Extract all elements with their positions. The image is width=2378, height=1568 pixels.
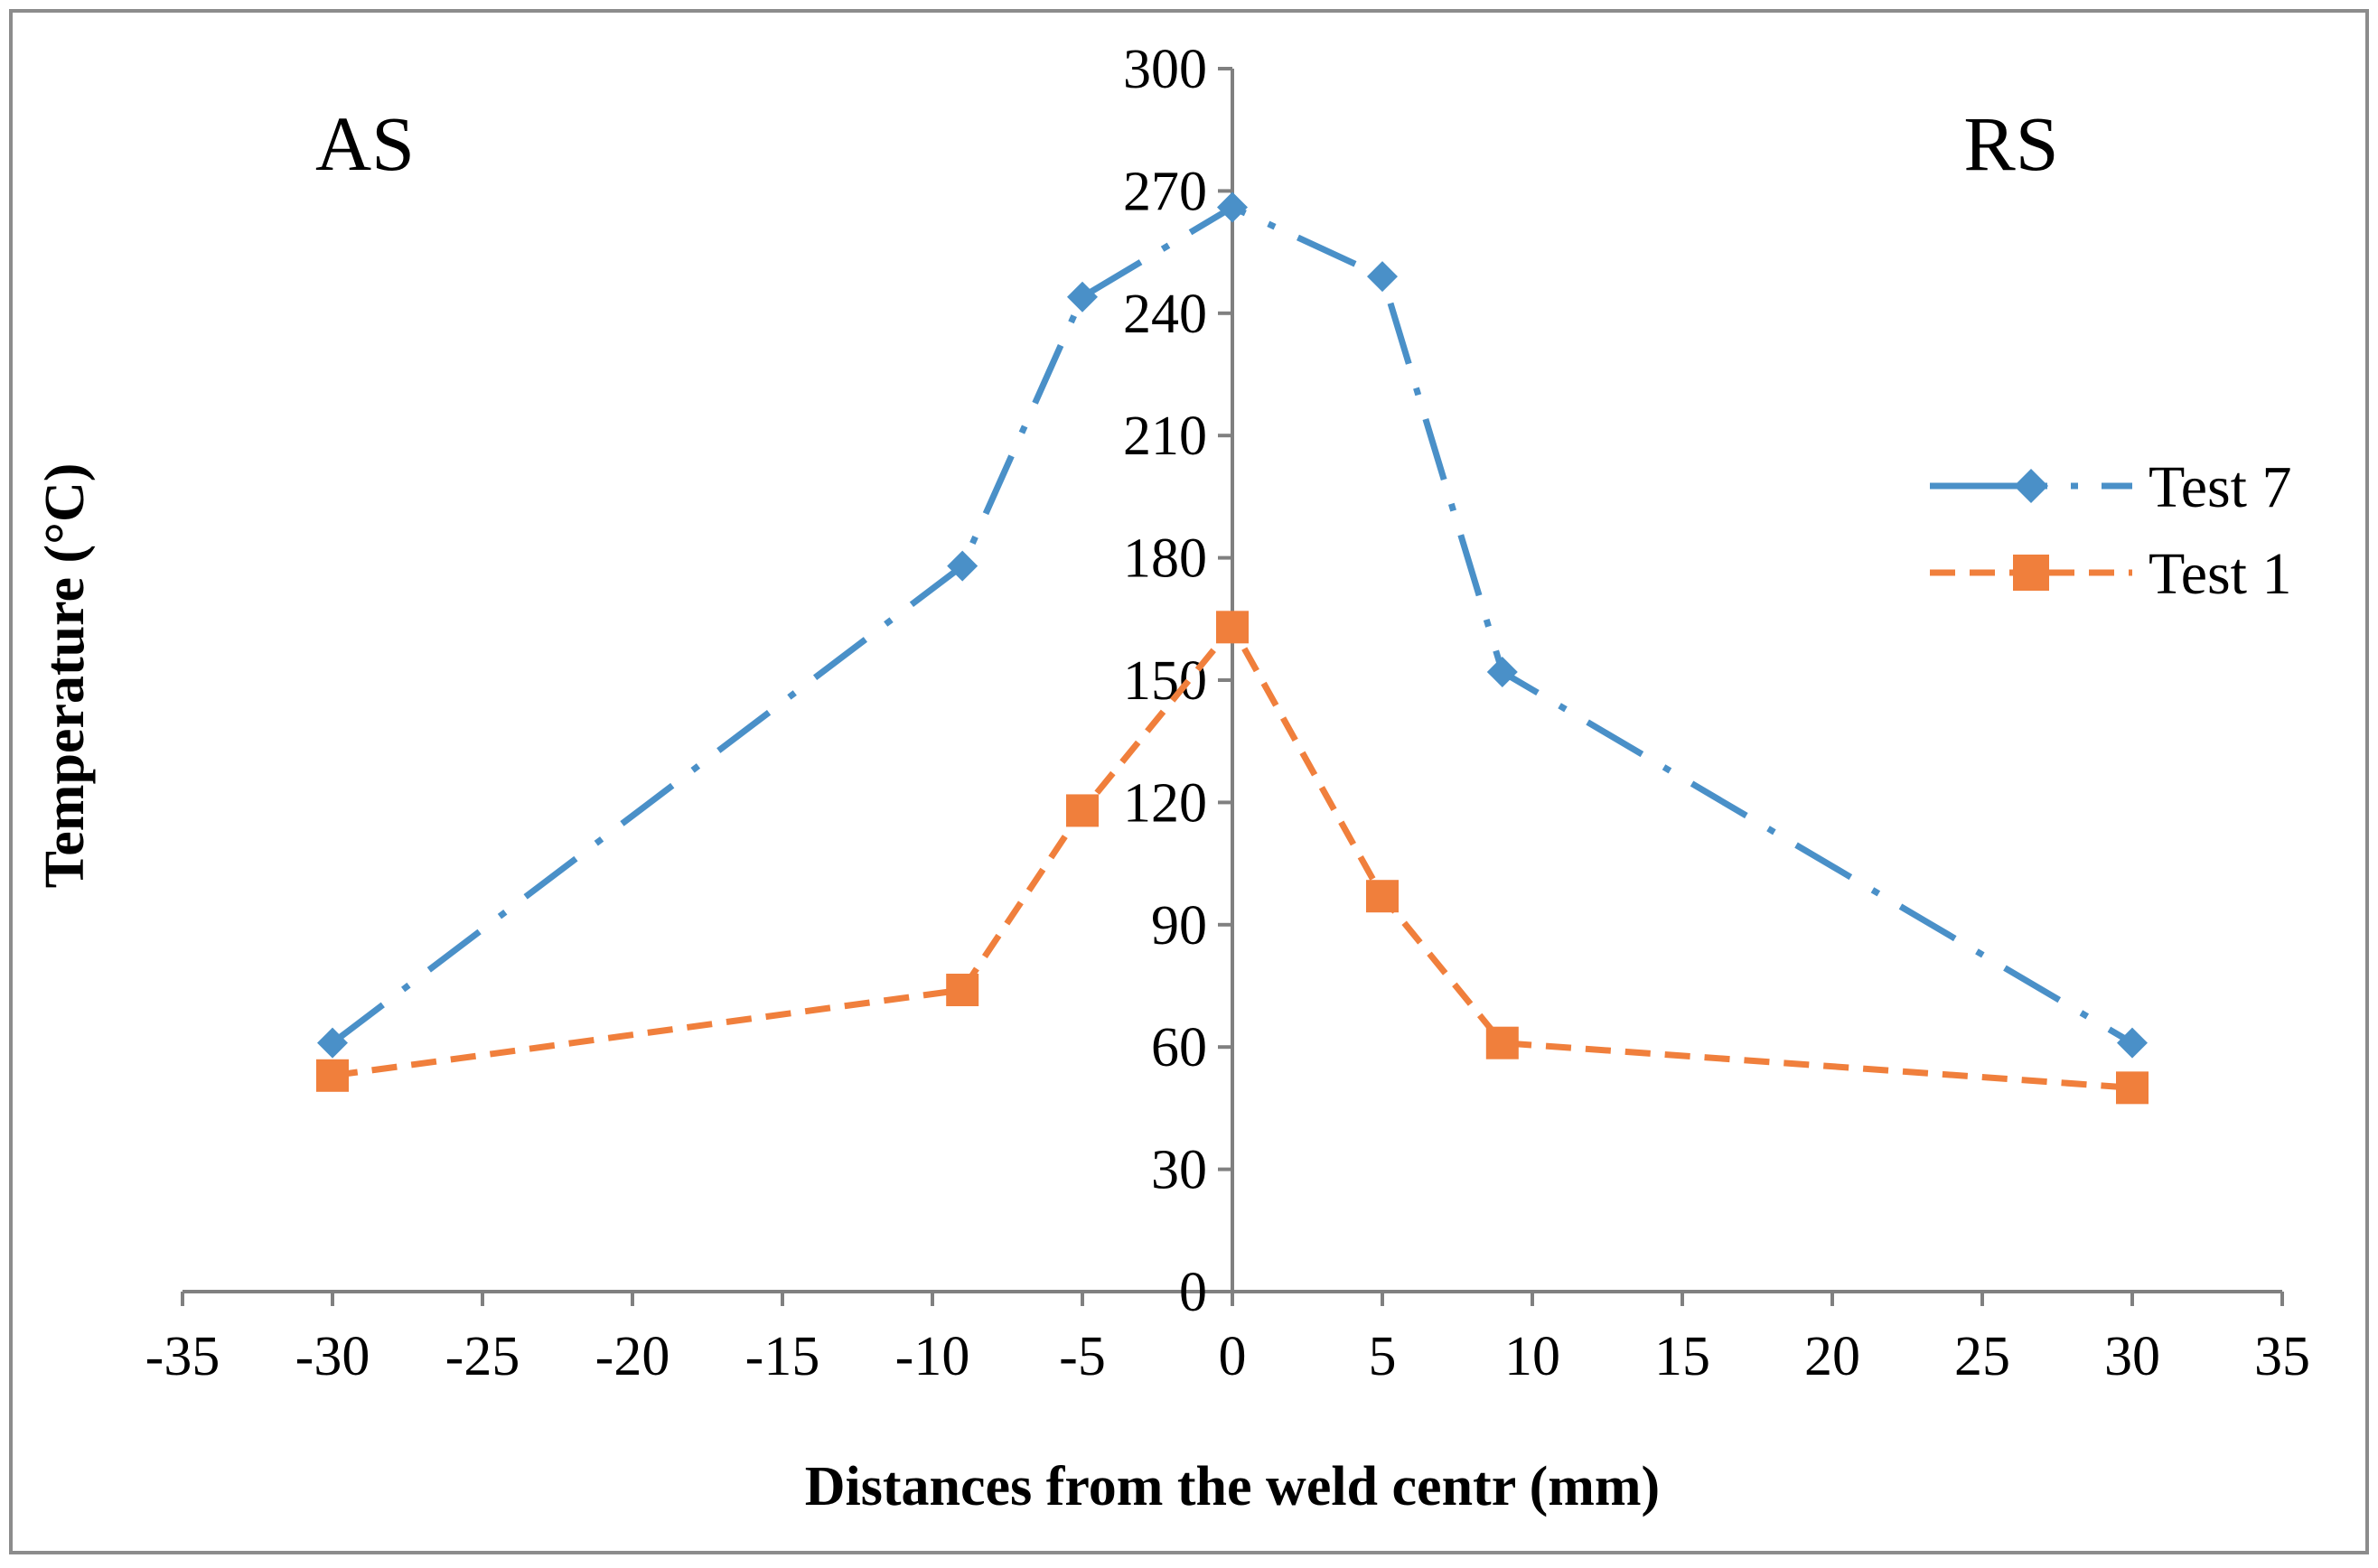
x-tick-label: -25 (445, 1326, 520, 1387)
y-tick-label: 210 (1123, 406, 1207, 467)
x-tick-label: -15 (745, 1326, 820, 1387)
x-tick-label: 25 (1954, 1326, 2010, 1387)
data-point-diamond (317, 1027, 348, 1059)
data-point-square (316, 1059, 349, 1092)
y-tick-label: 270 (1123, 161, 1207, 222)
data-point-diamond (947, 550, 978, 582)
legend-label-test-1: Test 1 (2149, 541, 2292, 607)
x-tick-label: -5 (1059, 1326, 1106, 1387)
legend: Test 7 Test 1 (1930, 454, 2292, 607)
series-test-7 (317, 191, 2148, 1059)
data-point-square (946, 974, 979, 1007)
x-tick-label: -30 (295, 1326, 370, 1387)
y-tick-label: 30 (1151, 1140, 1207, 1201)
x-tick-label: 0 (1219, 1326, 1247, 1387)
legend-label-test-7: Test 7 (2149, 454, 2292, 520)
data-point-diamond (1217, 191, 1248, 223)
y-tick-label: 60 (1151, 1017, 1207, 1078)
y-tick-label: 150 (1123, 650, 1207, 712)
y-axis-title: Temperature (°C) (34, 463, 96, 889)
x-axis-ticks: -35 -30 -25 -20 -15 -10 -5 0 5 10 15 20 25 30 35 (145, 1292, 2310, 1387)
x-tick-label: 30 (2104, 1326, 2160, 1387)
data-point-square (1216, 611, 1249, 644)
y-tick-label: 180 (1123, 528, 1207, 590)
x-tick-label: 20 (1804, 1326, 1860, 1387)
y-tick-label: 240 (1123, 284, 1207, 345)
data-point-square (2013, 555, 2049, 591)
legend-item-test-7: Test 7 (1930, 454, 2292, 520)
data-point-diamond (1486, 656, 1518, 687)
x-tick-label: -20 (595, 1326, 670, 1387)
y-tick-label: 90 (1151, 895, 1207, 957)
data-point-diamond (1367, 261, 1398, 293)
advancing-side-label: AS (315, 100, 415, 187)
data-point-diamond (1067, 281, 1098, 313)
y-tick-label: 0 (1179, 1262, 1207, 1323)
x-tick-label: 15 (1654, 1326, 1710, 1387)
data-point-square (1366, 880, 1399, 913)
x-tick-label: 35 (2254, 1326, 2310, 1387)
x-axis-title: Distances from the weld centr (mm) (805, 1456, 1660, 1517)
y-tick-label: 120 (1123, 772, 1207, 834)
chart-frame (9, 9, 2369, 1554)
x-tick-label: -35 (145, 1326, 220, 1387)
x-tick-label: 5 (1369, 1326, 1397, 1387)
data-point-square (1485, 1026, 1519, 1059)
x-tick-label: 10 (1504, 1326, 1560, 1387)
data-point-diamond (2117, 1027, 2148, 1059)
legend-item-test-1: Test 1 (1930, 541, 2292, 607)
y-axis-ticks: 0 30 60 90 120 150 180 210 240 270 300 (1123, 39, 1232, 1323)
data-point-square (1066, 794, 1099, 827)
y-tick-label: 300 (1123, 39, 1207, 100)
retreating-side-label: RS (1963, 100, 2058, 187)
series-layer (316, 191, 2149, 1105)
series-test-1 (316, 611, 2149, 1105)
x-tick-label: -10 (895, 1326, 970, 1387)
data-point-diamond (2014, 469, 2048, 503)
data-point-square (2116, 1071, 2149, 1105)
